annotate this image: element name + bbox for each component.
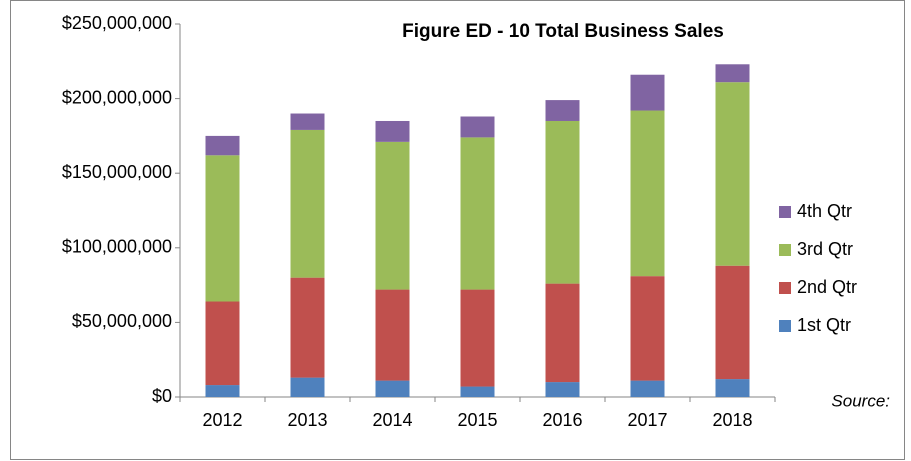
bar-segment (545, 283, 580, 383)
chart-frame (10, 0, 905, 460)
x-tick-label: 2016 (542, 410, 582, 430)
legend-label: 4th Qtr (797, 201, 852, 221)
y-tick-label: $150,000,000 (62, 162, 172, 182)
bar-segment (375, 120, 410, 142)
bar-segment (715, 379, 750, 397)
bar-segment (290, 377, 325, 397)
bar-segment (460, 289, 495, 387)
bar-segment (460, 137, 495, 290)
bar-segment (290, 113, 325, 130)
bar-segment (460, 116, 495, 138)
bar-segment (205, 301, 240, 386)
y-tick-label: $100,000,000 (62, 237, 172, 257)
bar-segment (545, 382, 580, 397)
chart-title: Figure ED - 10 Total Business Sales (402, 21, 724, 42)
bar-segment (375, 289, 410, 381)
x-tick-label: 2013 (287, 410, 327, 430)
legend-label: 1st Qtr (797, 315, 851, 335)
x-tick-label: 2014 (372, 410, 412, 430)
y-tick-label: $250,000,000 (62, 13, 172, 33)
legend-swatch (779, 282, 791, 294)
x-tick-label: 2017 (627, 410, 667, 430)
x-tick-label: 2012 (202, 410, 242, 430)
bar-segment (290, 277, 325, 378)
y-tick-label: $0 (152, 386, 172, 406)
x-tick-label: 2015 (457, 410, 497, 430)
legend-swatch (779, 320, 791, 332)
legend-swatch (779, 206, 791, 218)
bar-segment (630, 276, 665, 381)
y-tick-label: $50,000,000 (72, 311, 172, 331)
bar-segment (460, 386, 495, 397)
bar-segment (545, 100, 580, 121)
legend-label: 2nd Qtr (797, 277, 857, 297)
bar-segment (630, 380, 665, 397)
y-tick-label: $200,000,000 (62, 87, 172, 107)
bar-segment (375, 380, 410, 397)
bar-segment (290, 129, 325, 278)
x-tick-label: 2018 (712, 410, 752, 430)
bar-segment (375, 141, 410, 290)
bar-segment (205, 155, 240, 302)
bar-segment (715, 265, 750, 380)
legend-swatch (779, 244, 791, 256)
bar-segment (715, 64, 750, 83)
bar-segment (205, 385, 240, 397)
bar-segment (545, 120, 580, 284)
bar-segment (630, 74, 665, 111)
bar-segment (205, 135, 240, 156)
source-note: Source: (831, 391, 890, 410)
bar-segment (715, 82, 750, 266)
legend-label: 3rd Qtr (797, 239, 853, 259)
bar-segment (630, 110, 665, 277)
